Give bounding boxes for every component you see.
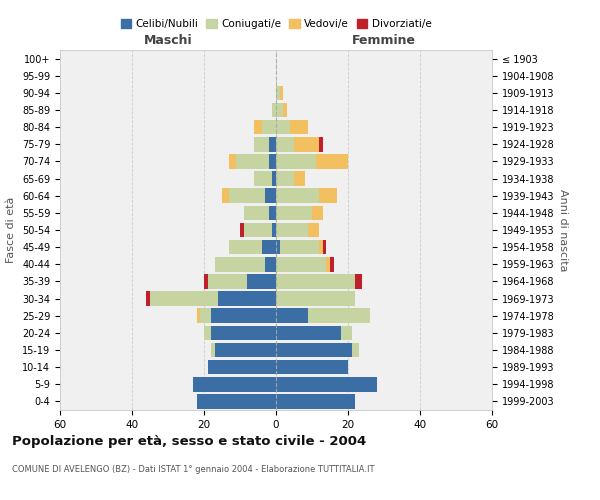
Bar (272, 102, 276, 118)
Bar (197, 308, 200, 323)
Bar (193, 377, 276, 392)
Text: Femmine: Femmine (352, 34, 416, 48)
Bar (276, 120, 290, 134)
Bar (272, 222, 276, 238)
Bar (294, 172, 305, 186)
Bar (211, 308, 276, 323)
Bar (150, 292, 218, 306)
Bar (355, 274, 362, 288)
Bar (341, 326, 352, 340)
Bar (204, 326, 211, 340)
Bar (276, 240, 280, 254)
Bar (276, 377, 377, 392)
Bar (218, 292, 276, 306)
Bar (236, 154, 269, 168)
Bar (319, 137, 323, 152)
Bar (319, 188, 337, 203)
Bar (276, 222, 308, 238)
Bar (276, 342, 352, 357)
Bar (276, 102, 283, 118)
Bar (215, 257, 265, 272)
Bar (244, 206, 269, 220)
Bar (244, 222, 272, 238)
Bar (276, 86, 280, 100)
Bar (204, 274, 208, 288)
Bar (308, 222, 319, 238)
Bar (276, 188, 319, 203)
Bar (280, 240, 319, 254)
Bar (146, 292, 150, 306)
Bar (330, 257, 334, 272)
Bar (197, 394, 276, 408)
Bar (265, 257, 276, 272)
Bar (254, 137, 269, 152)
Bar (208, 274, 247, 288)
Bar (269, 154, 276, 168)
Bar (208, 360, 276, 374)
Bar (276, 137, 294, 152)
Bar (312, 206, 323, 220)
Bar (240, 222, 244, 238)
Bar (352, 342, 359, 357)
Legend: Celibi/Nubili, Coniugati/e, Vedovi/e, Divorziati/e: Celibi/Nubili, Coniugati/e, Vedovi/e, Di… (116, 15, 436, 34)
Bar (229, 240, 262, 254)
Bar (276, 360, 348, 374)
Text: COMUNE DI AVELENGO (BZ) - Dati ISTAT 1° gennaio 2004 - Elaborazione TUTTITALIA.I: COMUNE DI AVELENGO (BZ) - Dati ISTAT 1° … (12, 465, 374, 474)
Bar (200, 308, 211, 323)
Bar (276, 292, 355, 306)
Bar (262, 120, 276, 134)
Bar (308, 308, 370, 323)
Bar (276, 274, 355, 288)
Bar (222, 188, 229, 203)
Bar (283, 102, 287, 118)
Bar (276, 154, 316, 168)
Bar (276, 394, 355, 408)
Bar (211, 326, 276, 340)
Bar (290, 120, 308, 134)
Bar (316, 154, 348, 168)
Bar (319, 240, 323, 254)
Text: Popolazione per età, sesso e stato civile - 2004: Popolazione per età, sesso e stato civil… (12, 435, 366, 448)
Bar (215, 342, 276, 357)
Bar (276, 206, 312, 220)
Bar (276, 172, 294, 186)
Bar (254, 172, 272, 186)
Bar (265, 188, 276, 203)
Bar (294, 137, 319, 152)
Bar (326, 257, 330, 272)
Bar (262, 240, 276, 254)
Bar (276, 308, 308, 323)
Bar (280, 86, 283, 100)
Y-axis label: Fasce di età: Fasce di età (7, 197, 16, 263)
Bar (272, 172, 276, 186)
Bar (276, 257, 326, 272)
Bar (229, 154, 236, 168)
Bar (323, 240, 326, 254)
Bar (254, 120, 262, 134)
Bar (276, 326, 341, 340)
Bar (269, 137, 276, 152)
Bar (269, 206, 276, 220)
Bar (247, 274, 276, 288)
Text: Maschi: Maschi (143, 34, 193, 48)
Bar (211, 342, 215, 357)
Y-axis label: Anni di nascita: Anni di nascita (559, 188, 568, 271)
Bar (229, 188, 265, 203)
